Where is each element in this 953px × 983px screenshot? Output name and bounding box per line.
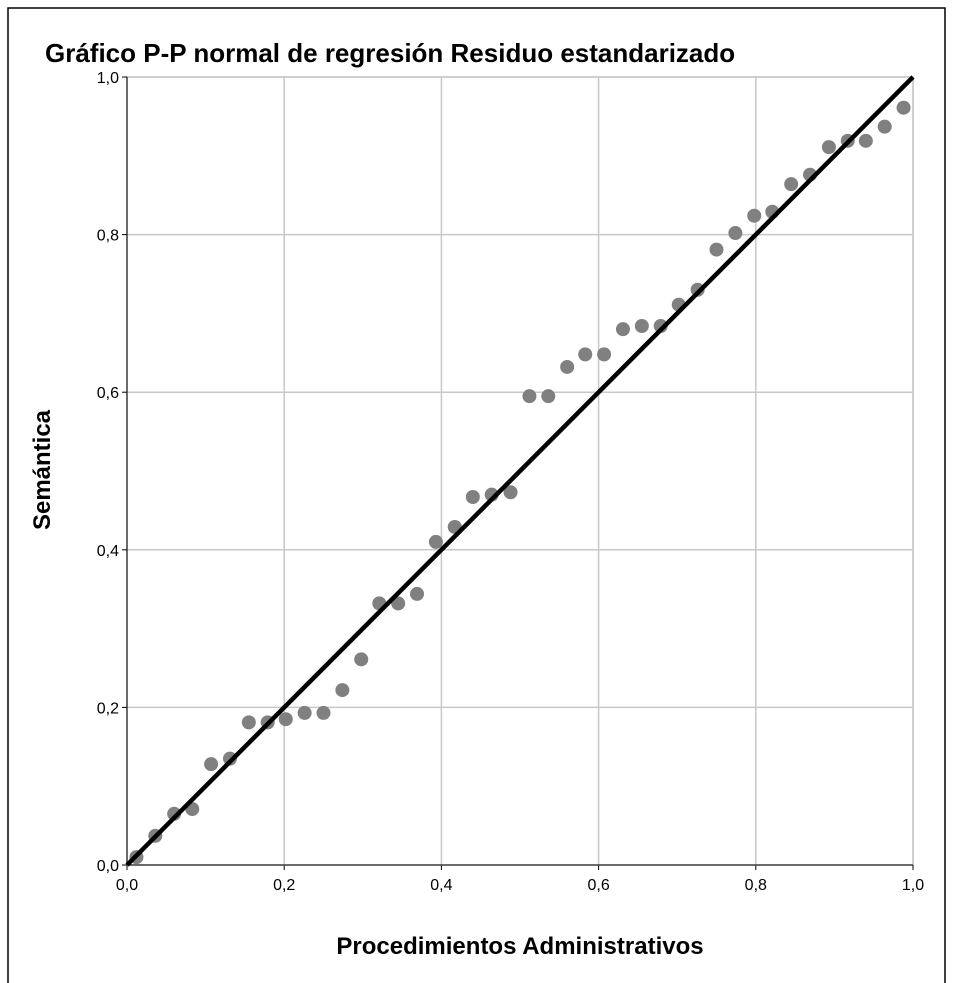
- point: [204, 757, 219, 772]
- point: [241, 715, 256, 730]
- point: [784, 177, 799, 192]
- point: [316, 705, 331, 720]
- y-tick-label: 0,6: [97, 385, 119, 402]
- point: [354, 652, 369, 667]
- x-tick-label: 0,0: [116, 877, 138, 894]
- y-tick-label: 0,4: [97, 543, 119, 560]
- point: [896, 100, 911, 115]
- point: [335, 683, 350, 698]
- point: [278, 712, 293, 727]
- y-tick-label: 0,2: [97, 700, 119, 717]
- point: [465, 490, 480, 505]
- y-axis-label: Semántica: [29, 409, 56, 530]
- reference-line: [125, 75, 915, 867]
- point: [428, 534, 443, 549]
- point: [560, 359, 575, 374]
- y-tick-label: 0,0: [97, 858, 119, 875]
- x-tick-label: 0,6: [587, 877, 609, 894]
- point: [578, 347, 593, 362]
- point: [522, 389, 537, 404]
- x-tick-label: 1,0: [902, 877, 924, 894]
- point: [709, 242, 724, 257]
- x-tick-label: 0,8: [745, 877, 767, 894]
- point: [410, 586, 425, 601]
- point: [747, 208, 762, 223]
- point: [728, 226, 743, 241]
- point: [615, 322, 630, 337]
- y-tick-label: 1,0: [97, 70, 119, 87]
- point: [541, 389, 556, 404]
- point: [503, 485, 518, 500]
- point: [391, 596, 406, 611]
- chart-title: Gráfico P-P normal de regresión Residuo …: [45, 38, 735, 68]
- x-tick-label: 0,2: [273, 877, 295, 894]
- x-tick-label: 0,4: [430, 877, 452, 894]
- point: [597, 347, 612, 362]
- y-tick-label: 0,8: [97, 228, 119, 245]
- point: [297, 705, 312, 720]
- x-axis-label: Procedimientos Administrativos: [336, 933, 703, 960]
- point: [877, 119, 892, 134]
- point: [821, 140, 836, 155]
- frame: [7, 7, 946, 983]
- point: [634, 319, 649, 334]
- point: [858, 133, 873, 148]
